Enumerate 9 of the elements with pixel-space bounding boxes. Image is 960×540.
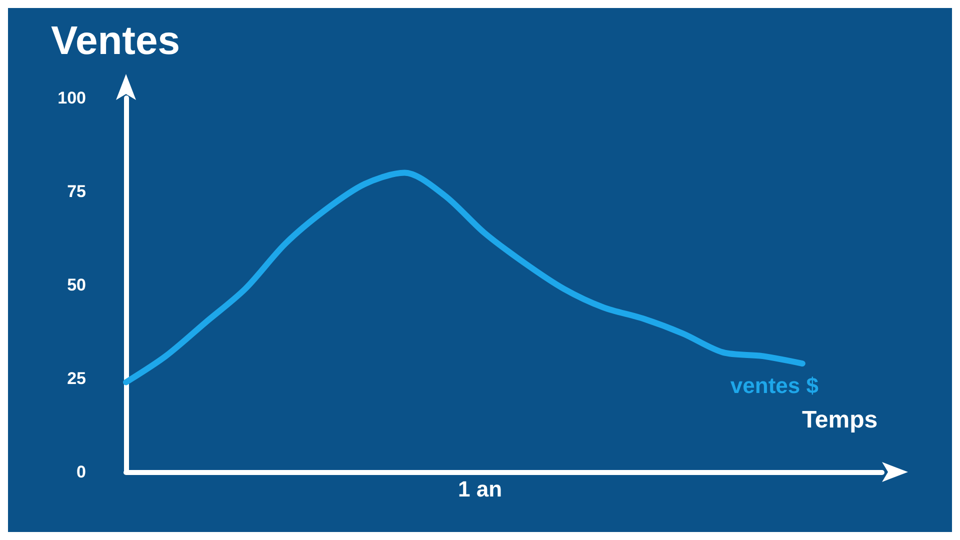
series-label: ventes $ <box>730 373 818 398</box>
text: 1 an <box>458 476 502 502</box>
y-tick-label: 100 <box>58 88 86 108</box>
y-tick-label: 75 <box>67 182 86 201</box>
y-tick-label: 25 <box>67 369 86 388</box>
y-tick-label: 50 <box>67 276 86 294</box>
x-axis-title: Temps <box>802 406 878 434</box>
y-axis-title: Ventes <box>51 19 180 63</box>
y-tick-label: 0 <box>76 462 86 482</box>
